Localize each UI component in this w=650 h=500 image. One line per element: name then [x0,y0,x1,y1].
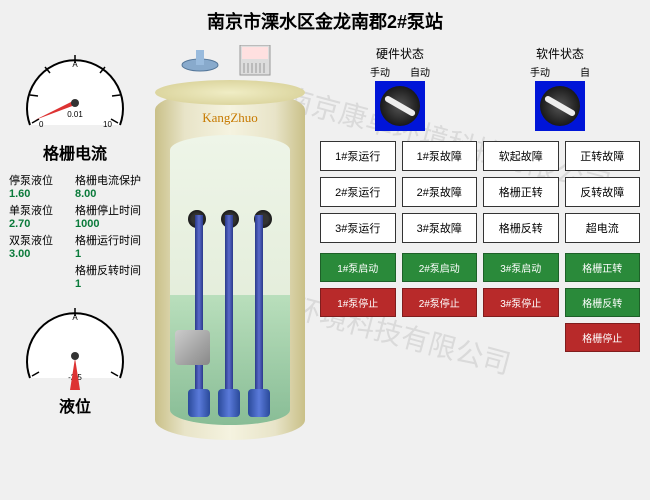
mode-manual: 手动 [530,64,550,79]
param-label: 停泵液位 [9,172,75,188]
svg-text:0: 0 [39,120,44,129]
command-grid: 1#泵启动 2#泵启动 3#泵启动 格栅正转 1#泵停止 2#泵停止 3#泵停止… [320,253,640,352]
svg-text:10: 10 [103,120,112,129]
param-label: 单泵液位 [9,202,75,218]
indicator-pump2-fault[interactable]: 2#泵故障 [402,177,478,207]
mode-auto: 自 [580,64,590,79]
param-value: 1.60 [9,188,75,200]
indicator-pump2-run[interactable]: 2#泵运行 [320,177,396,207]
indicator-pump3-run[interactable]: 3#泵运行 [320,213,396,243]
tank-brand: KangZhuo [155,110,305,126]
params-grid: 停泵液位1.60 格栅电流保护8.00 单泵液位2.70 格栅停止时间1000 … [9,172,141,290]
param-value: 1 [75,278,141,290]
param-label: 双泵液位 [9,232,75,248]
indicator-grid: 1#泵运行 1#泵故障 软起故障 正转故障 2#泵运行 2#泵故障 格栅正转 反… [320,141,640,243]
param-value: 2.70 [9,218,75,230]
svg-text:0.01: 0.01 [67,110,83,119]
cmd-pump3-start[interactable]: 3#泵启动 [483,253,559,282]
param-value: 8.00 [75,188,141,200]
cmd-grille-stop[interactable]: 格栅停止 [565,323,641,352]
indicator-pump3-fault[interactable]: 3#泵故障 [402,213,478,243]
param-label: 格栅反转时间 [75,262,141,278]
indicator-rev-fault[interactable]: 反转故障 [565,177,641,207]
hw-status-title: 硬件状态 [370,45,430,62]
indicator-pump1-fault[interactable]: 1#泵故障 [402,141,478,171]
indicator-fwd-fault[interactable]: 正转故障 [565,141,641,171]
gauge-current: 0 A 10 0.01 [15,45,135,145]
indicator-overcurrent[interactable]: 超电流 [565,213,641,243]
param-value: 3.00 [9,248,75,260]
svg-text:A: A [72,313,78,322]
cmd-pump1-start[interactable]: 1#泵启动 [320,253,396,282]
mode-auto: 自动 [410,64,430,79]
tank-diagram: KangZhuo [150,60,310,460]
cmd-pump2-start[interactable]: 2#泵启动 [402,253,478,282]
cmd-grille-rev[interactable]: 格栅反转 [565,288,641,317]
cmd-grille-fwd[interactable]: 格栅正转 [565,253,641,282]
page-title: 南京市溧水区金龙南郡2#泵站 [0,0,650,42]
param-label: 格栅电流保护 [75,172,141,188]
left-panel: 0 A 10 0.01 格栅电流 停泵液位1.60 格栅电流保护8.00 单泵液… [5,45,145,417]
param-label: 格栅停止时间 [75,202,141,218]
indicator-grille-fwd[interactable]: 格栅正转 [483,177,559,207]
sw-status-title: 软件状态 [530,45,590,62]
indicator-softstart-fault[interactable]: 软起故障 [483,141,559,171]
hw-status-block: 硬件状态 手动 自动 [370,45,430,131]
gauge-level: A -2.5 [15,298,135,398]
param-value: 1 [75,248,141,260]
hw-mode-knob[interactable] [375,81,425,131]
param-label: 格栅运行时间 [75,232,141,248]
indicator-grille-rev[interactable]: 格栅反转 [483,213,559,243]
cmd-pump3-stop[interactable]: 3#泵停止 [483,288,559,317]
mode-manual: 手动 [370,64,390,79]
cmd-pump1-stop[interactable]: 1#泵停止 [320,288,396,317]
sw-mode-knob[interactable] [535,81,585,131]
svg-text:A: A [72,60,78,69]
cmd-pump2-stop[interactable]: 2#泵停止 [402,288,478,317]
param-value: 1000 [75,218,141,230]
sw-status-block: 软件状态 手动 自 [530,45,590,131]
right-panel: 硬件状态 手动 自动 软件状态 手动 自 1#泵运行 1#泵故障 软起故障 正转故障… [320,45,640,352]
indicator-pump1-run[interactable]: 1#泵运行 [320,141,396,171]
